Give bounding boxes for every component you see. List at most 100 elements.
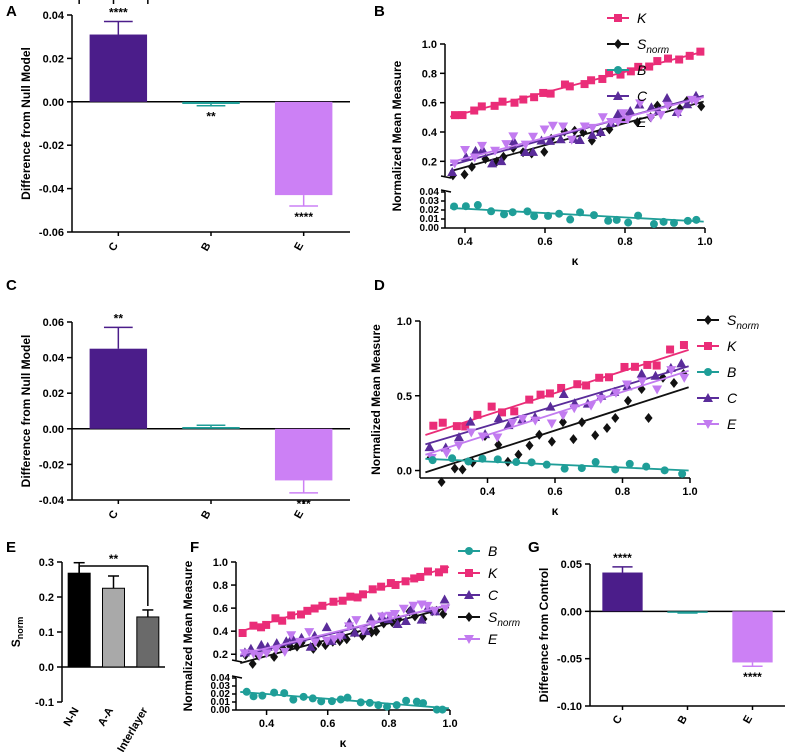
significance-stars: **** bbox=[743, 670, 762, 684]
data-point-B bbox=[242, 687, 251, 696]
bar bbox=[67, 572, 91, 668]
data-point-E bbox=[539, 125, 550, 135]
data-point-E bbox=[547, 121, 558, 131]
data-point-B bbox=[438, 705, 447, 714]
data-point-K bbox=[652, 361, 661, 370]
data-point-C bbox=[544, 135, 555, 145]
y-tick-label: 0.04 bbox=[43, 353, 65, 365]
data-point-E bbox=[310, 638, 321, 648]
data-point-B bbox=[383, 702, 392, 711]
x-axis-label: κ bbox=[552, 504, 559, 518]
data-point-Snorm bbox=[535, 429, 544, 440]
data-point-B bbox=[649, 220, 658, 229]
data-point-E bbox=[679, 373, 690, 383]
y-tick-label: 0.04 bbox=[211, 673, 231, 684]
y-tick-label: 0.02 bbox=[43, 53, 64, 65]
legend-marker-E bbox=[464, 635, 474, 644]
data-point-B bbox=[624, 218, 633, 227]
y-tick-label: 0.00 bbox=[211, 705, 231, 716]
data-point-Snorm bbox=[372, 626, 381, 637]
data-point-Snorm bbox=[633, 117, 642, 128]
data-point-E bbox=[440, 604, 451, 614]
data-point-Snorm bbox=[577, 417, 586, 428]
data-point-B bbox=[336, 695, 345, 704]
data-point-B bbox=[576, 208, 585, 217]
data-point-K bbox=[696, 47, 705, 56]
data-point-E bbox=[286, 631, 297, 641]
legend-label-E: E bbox=[488, 631, 498, 647]
data-point-E bbox=[294, 637, 305, 647]
x-tick-label: 0.8 bbox=[617, 236, 632, 248]
data-point-B bbox=[566, 215, 575, 224]
x-tick-label: 1.0 bbox=[682, 486, 697, 498]
data-point-B bbox=[270, 688, 279, 697]
x-axis-label: κ bbox=[340, 736, 347, 750]
data-point-B bbox=[487, 207, 496, 216]
y-tick-label: 0.8 bbox=[422, 68, 437, 80]
data-point-K bbox=[338, 596, 347, 605]
data-point-C bbox=[508, 136, 519, 146]
legend-label-E: E bbox=[727, 416, 737, 432]
data-point-E bbox=[635, 99, 646, 109]
data-point-C bbox=[528, 146, 539, 156]
data-point-E bbox=[520, 140, 531, 150]
x-tick-label: B bbox=[676, 713, 690, 726]
data-point-B bbox=[289, 695, 298, 704]
data-point-K bbox=[519, 95, 528, 104]
x-axis-label: κ bbox=[572, 254, 579, 268]
x-tick-label: C bbox=[107, 240, 121, 253]
data-point-B bbox=[642, 462, 651, 471]
data-point-K bbox=[296, 610, 305, 619]
y-tick-label: -0.06 bbox=[39, 227, 64, 239]
y-axis-label: Difference from Null Model bbox=[19, 47, 33, 200]
data-point-K bbox=[598, 74, 607, 83]
bar bbox=[732, 611, 773, 663]
data-point-E bbox=[422, 601, 433, 611]
data-point-E bbox=[321, 636, 332, 646]
data-point-Snorm bbox=[494, 439, 503, 450]
data-point-E bbox=[621, 380, 632, 390]
data-point-C bbox=[453, 432, 464, 442]
data-point-C bbox=[646, 102, 657, 112]
data-point-C bbox=[558, 389, 569, 399]
y-tick-label: -0.04 bbox=[39, 495, 65, 507]
y-tick-label: 0.6 bbox=[213, 603, 228, 615]
data-point-K bbox=[546, 89, 555, 98]
data-point-K bbox=[287, 611, 296, 620]
significance-stars: **** bbox=[613, 551, 632, 565]
y-tick-label: 0.04 bbox=[43, 10, 65, 22]
y-tick-label: -0.05 bbox=[557, 654, 582, 666]
data-point-K bbox=[530, 93, 539, 102]
data-point-K bbox=[310, 604, 319, 613]
y-tick-label: 1.0 bbox=[422, 39, 437, 51]
fit-line-E bbox=[425, 369, 689, 456]
axis-break bbox=[231, 659, 243, 663]
data-point-B bbox=[308, 694, 317, 703]
data-point-K bbox=[587, 76, 596, 85]
data-point-E bbox=[637, 377, 648, 387]
data-point-K bbox=[573, 380, 582, 389]
y-axis-label-sub: norm bbox=[15, 617, 25, 640]
data-point-B bbox=[660, 466, 669, 475]
data-point-B bbox=[512, 458, 521, 467]
data-point-E bbox=[579, 122, 590, 132]
panel-letter: E bbox=[6, 539, 16, 556]
data-point-K bbox=[565, 82, 574, 91]
axis-break bbox=[440, 189, 452, 193]
data-point-K bbox=[440, 565, 449, 574]
x-tick-label: N-N bbox=[62, 705, 82, 728]
data-point-E bbox=[587, 123, 598, 133]
y-tick-label: 0.02 bbox=[420, 205, 440, 216]
bar bbox=[602, 572, 643, 612]
data-point-B bbox=[493, 455, 502, 464]
data-point-B bbox=[356, 698, 365, 707]
legend-label-text: C bbox=[488, 587, 499, 603]
data-point-K bbox=[401, 577, 410, 586]
data-point-K bbox=[679, 341, 688, 350]
data-point-C bbox=[595, 127, 606, 137]
legend-label-B: B bbox=[637, 62, 646, 78]
data-point-C bbox=[321, 622, 332, 632]
x-tick-label: Interlayer bbox=[115, 705, 151, 752]
data-point-E bbox=[254, 652, 265, 662]
legend-marker-E bbox=[613, 118, 623, 127]
